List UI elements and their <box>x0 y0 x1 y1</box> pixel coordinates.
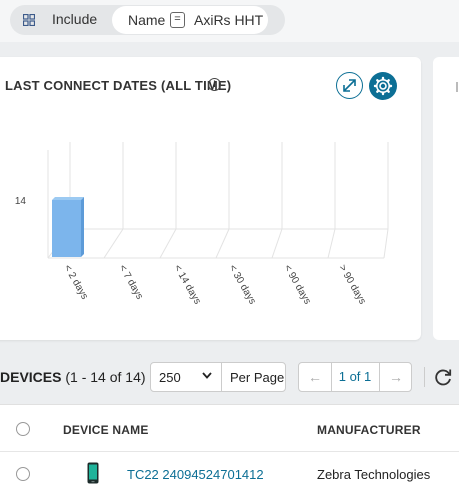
header-divider <box>0 451 459 452</box>
row-checkbox[interactable] <box>16 467 30 481</box>
phone-icon <box>87 462 99 484</box>
chart-title: LAST CONNECT DATES (ALL TIME) <box>5 78 232 93</box>
manufacturer-cell: Zebra Technologies <box>317 467 431 482</box>
grid-icon[interactable] <box>23 14 35 26</box>
devices-heading: DEVICES (1 - 14 of 14) <box>0 369 146 385</box>
settings-button[interactable] <box>369 72 397 100</box>
gear-icon <box>373 76 393 96</box>
bar[interactable] <box>52 200 81 257</box>
filter-bar: Include Name = AxiRs HHT <box>0 0 459 42</box>
devices-table: DEVICE NAME MANUFACTURER TC22 2409452470… <box>0 404 459 493</box>
device-name-link[interactable]: TC22 24094524701412 <box>127 467 264 482</box>
info-icon[interactable]: i <box>208 78 221 91</box>
next-page-button[interactable]: → <box>379 363 412 391</box>
per-page-value: 250 <box>159 370 181 385</box>
bar-top <box>52 197 84 200</box>
chip-key: Name <box>128 12 166 28</box>
per-page-divider <box>221 363 222 391</box>
name-filter-chip[interactable]: Name = AxiRs HHT <box>112 6 268 34</box>
chip-value: AxiRs HHT <box>194 12 264 28</box>
column-header-manufacturer[interactable]: MANUFACTURER <box>317 423 421 437</box>
chevron-down-icon[interactable] <box>202 372 212 379</box>
chart-bars <box>52 197 84 257</box>
column-header-device-name[interactable]: DEVICE NAME <box>63 423 149 437</box>
devices-title: DEVICES <box>0 369 62 385</box>
expand-button[interactable] <box>336 72 363 99</box>
equals-operator[interactable]: = <box>170 12 185 28</box>
next-card-edge-mark <box>456 82 458 92</box>
bar-side <box>81 197 84 257</box>
pagination: ← 1 of 1 → <box>298 362 412 392</box>
refresh-icon[interactable] <box>432 366 454 388</box>
include-label[interactable]: Include <box>52 11 98 27</box>
devices-count: (1 - 14 of 14) <box>65 369 146 385</box>
expand-arrows-icon <box>343 79 356 92</box>
page-indicator[interactable]: 1 of 1 <box>338 369 372 384</box>
per-page-select[interactable]: 250 Per Page <box>150 362 286 392</box>
next-card <box>433 57 459 340</box>
per-page-label: Per Page <box>230 370 285 385</box>
toolbar-divider <box>424 367 425 387</box>
select-all-checkbox[interactable] <box>16 422 30 436</box>
prev-page-button[interactable]: ← <box>299 363 332 391</box>
